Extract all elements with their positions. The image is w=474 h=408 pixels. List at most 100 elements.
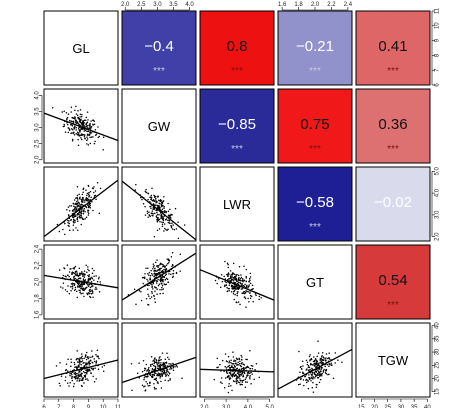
scatter-point bbox=[159, 365, 162, 368]
scatter-point bbox=[82, 292, 84, 295]
bottom-axis-tgw-tick-label: 35 bbox=[411, 405, 418, 408]
scatter-point bbox=[159, 359, 161, 362]
scatter-point bbox=[70, 267, 72, 270]
scatter-point bbox=[239, 360, 241, 363]
scatter-point bbox=[154, 267, 156, 269]
scatter-point bbox=[163, 283, 165, 285]
scatter-point bbox=[71, 286, 74, 288]
scatter-point bbox=[240, 276, 243, 279]
scatter-point bbox=[70, 128, 73, 130]
scatter-point bbox=[158, 283, 161, 285]
scatter-point bbox=[64, 233, 66, 236]
scatter-point bbox=[98, 212, 101, 215]
scatter-point bbox=[150, 198, 153, 200]
scatter-point bbox=[78, 370, 81, 372]
scatter-point bbox=[147, 368, 150, 370]
scatter-point bbox=[157, 269, 159, 271]
scatter-point bbox=[77, 109, 79, 112]
scatter-point bbox=[313, 371, 316, 374]
scatter-point bbox=[77, 127, 80, 130]
scatter-point bbox=[300, 365, 302, 368]
scatter-point bbox=[78, 267, 81, 269]
scatter-point bbox=[152, 213, 155, 215]
right-axis-lwr-tick-label: 3.0 bbox=[435, 210, 441, 219]
scatter-point bbox=[80, 223, 82, 226]
scatter-point bbox=[74, 270, 77, 273]
scatter-point bbox=[74, 206, 76, 208]
scatter-point bbox=[170, 224, 172, 227]
scatter-point bbox=[320, 373, 323, 375]
scatter-point bbox=[59, 361, 61, 364]
scatter-point bbox=[83, 365, 86, 367]
scatter-point bbox=[219, 286, 222, 288]
scatter-point bbox=[83, 374, 86, 377]
scatter-point bbox=[131, 389, 133, 391]
scatter-point bbox=[76, 368, 78, 370]
scatter-point bbox=[163, 211, 166, 214]
scatter-point bbox=[162, 200, 165, 202]
scatter-point bbox=[91, 290, 94, 293]
scatter-point bbox=[76, 120, 78, 123]
scatter-point bbox=[245, 376, 247, 379]
scatter-point bbox=[88, 360, 91, 362]
variable-label-gt: GT bbox=[306, 275, 324, 290]
scatter-point bbox=[156, 362, 158, 364]
scatter-point bbox=[151, 199, 153, 202]
scatter-point bbox=[154, 198, 157, 200]
scatter-point bbox=[322, 370, 325, 372]
scatter-point bbox=[79, 131, 81, 133]
scatter-point bbox=[156, 211, 158, 214]
scatter-point bbox=[161, 210, 164, 213]
scatter-point bbox=[81, 121, 84, 124]
scatter-point bbox=[86, 292, 88, 294]
scatter-point bbox=[74, 366, 76, 369]
scatter-point bbox=[70, 106, 73, 108]
scatter-point bbox=[159, 292, 161, 295]
correlation-cell bbox=[355, 10, 431, 86]
scatter-point bbox=[79, 272, 81, 275]
scatter-point bbox=[227, 391, 230, 394]
scatter-point bbox=[67, 113, 70, 115]
scatter-point bbox=[153, 383, 155, 385]
scatter-point bbox=[249, 272, 252, 275]
scatter-point bbox=[313, 373, 315, 375]
scatter-point bbox=[78, 135, 80, 137]
scatter-point bbox=[239, 303, 241, 306]
scatter-point bbox=[238, 368, 241, 371]
scatter-point bbox=[85, 216, 88, 219]
scatter-point bbox=[79, 377, 81, 380]
scatter-panel bbox=[43, 322, 119, 398]
scatter-point bbox=[159, 221, 161, 223]
scatter-point bbox=[159, 200, 162, 203]
scatter-point bbox=[99, 281, 101, 283]
scatter-point bbox=[73, 205, 75, 208]
scatter-point bbox=[242, 374, 244, 376]
scatter-point bbox=[157, 365, 159, 367]
scatter-point bbox=[232, 374, 235, 376]
scatter-point bbox=[249, 297, 252, 300]
left-axis-gt-tick-label: 2.0 bbox=[35, 277, 41, 286]
scatter-point bbox=[96, 280, 99, 283]
scatter-point bbox=[92, 209, 94, 212]
scatter-point bbox=[160, 279, 163, 282]
scatter-point bbox=[73, 272, 76, 275]
scatter-point bbox=[165, 371, 167, 374]
scatter-point bbox=[86, 143, 88, 145]
scatter-point bbox=[87, 198, 90, 201]
scatter-point bbox=[141, 384, 144, 387]
scatter-point bbox=[79, 214, 82, 216]
scatter-point bbox=[243, 371, 245, 374]
scatter-point bbox=[238, 373, 240, 376]
scatter-point bbox=[89, 126, 91, 128]
scatter-point bbox=[167, 371, 170, 373]
scatter-point bbox=[142, 282, 144, 285]
scatter-point bbox=[172, 365, 174, 368]
scatter-point bbox=[88, 274, 91, 276]
scatter-point bbox=[93, 191, 95, 194]
scatter-point bbox=[81, 273, 83, 275]
scatter-point bbox=[237, 361, 239, 363]
bottom-axis-lwr-tick-label: 3.0 bbox=[222, 405, 231, 408]
scatter-point bbox=[94, 367, 96, 369]
scatter-point bbox=[87, 285, 90, 287]
scatter-point bbox=[72, 220, 75, 223]
